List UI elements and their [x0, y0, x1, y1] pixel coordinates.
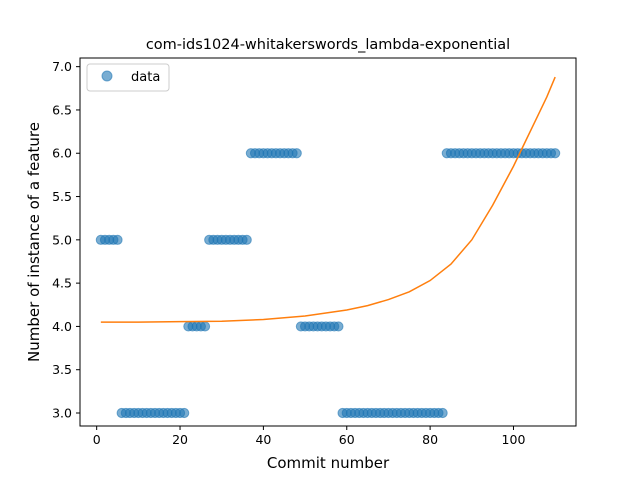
data-points — [95, 148, 561, 419]
data-point — [179, 407, 190, 419]
y-tick-label: 4.5 — [52, 276, 72, 291]
data-point — [437, 407, 448, 419]
plot-area — [95, 76, 561, 419]
fit-line-path — [100, 76, 556, 323]
data-point — [550, 148, 561, 159]
y-tick-label: 3.0 — [52, 406, 72, 421]
y-axis: 3.0 3.5 4.0 4.5 5.0 5.5 6.0 6.5 7.0 — [52, 59, 80, 421]
chart-title: com-ids1024-whitakerswords_lambda-expone… — [146, 37, 510, 53]
fit-line — [100, 76, 556, 323]
x-tick-label: 40 — [255, 432, 271, 447]
x-axis: 0 20 40 60 80 100 — [93, 426, 526, 447]
data-point — [199, 321, 211, 332]
y-tick-label: 4.0 — [52, 319, 72, 334]
y-tick-label: 5.0 — [52, 232, 72, 247]
x-axis-label: Commit number — [267, 454, 390, 472]
data-point — [241, 234, 252, 245]
y-tick-label: 6.5 — [52, 102, 72, 117]
y-tick-label: 5.5 — [52, 189, 72, 204]
plot-frame — [79, 57, 577, 427]
legend: data — [86, 63, 170, 92]
legend-marker-data — [101, 70, 113, 82]
data-point — [333, 321, 344, 332]
x-tick-label: 60 — [339, 432, 355, 447]
x-tick-label: 20 — [172, 432, 188, 447]
y-tick-label: 3.5 — [52, 362, 72, 377]
x-tick-label: 80 — [422, 432, 438, 447]
legend-label-data: data — [131, 70, 160, 85]
y-tick-label: 7.0 — [52, 59, 72, 74]
y-axis-label: Number of instance of a feature — [25, 122, 43, 362]
data-point — [291, 148, 302, 159]
y-tick-label: 6.0 — [52, 146, 72, 161]
x-tick-label: 100 — [502, 432, 526, 447]
data-point — [112, 234, 123, 245]
x-tick-label: 0 — [93, 432, 101, 447]
